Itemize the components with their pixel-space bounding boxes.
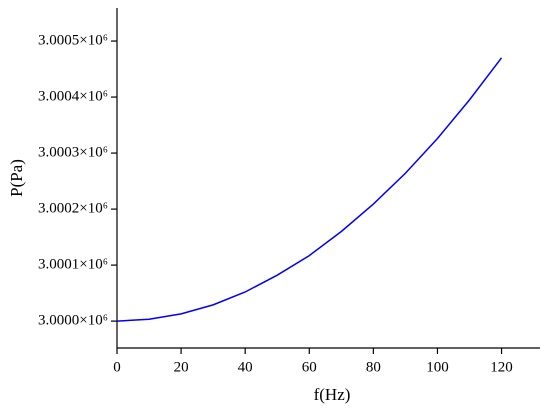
x-tick-label: 20 (174, 359, 189, 375)
x-tick-label: 80 (366, 359, 381, 375)
y-tick-label: 3.0003×10⁶ (38, 145, 108, 161)
x-tick-label: 120 (490, 359, 513, 375)
y-tick-label: 3.0000×10⁶ (38, 313, 108, 329)
x-tick-label: 40 (238, 359, 253, 375)
x-tick-label: 60 (302, 359, 317, 375)
x-tick-label: 0 (113, 359, 121, 375)
x-axis-label: f(Hz) (314, 385, 351, 404)
y-tick-label: 3.0001×10⁶ (38, 257, 108, 273)
y-tick-label: 3.0004×10⁶ (38, 88, 108, 104)
y-axis-label: P(Pa) (7, 159, 26, 197)
x-tick-label: 100 (426, 359, 449, 375)
line (116, 57, 503, 322)
y-tick-label: 3.0002×10⁶ (38, 201, 108, 217)
y-tick-label: 3.0005×10⁶ (38, 32, 108, 48)
